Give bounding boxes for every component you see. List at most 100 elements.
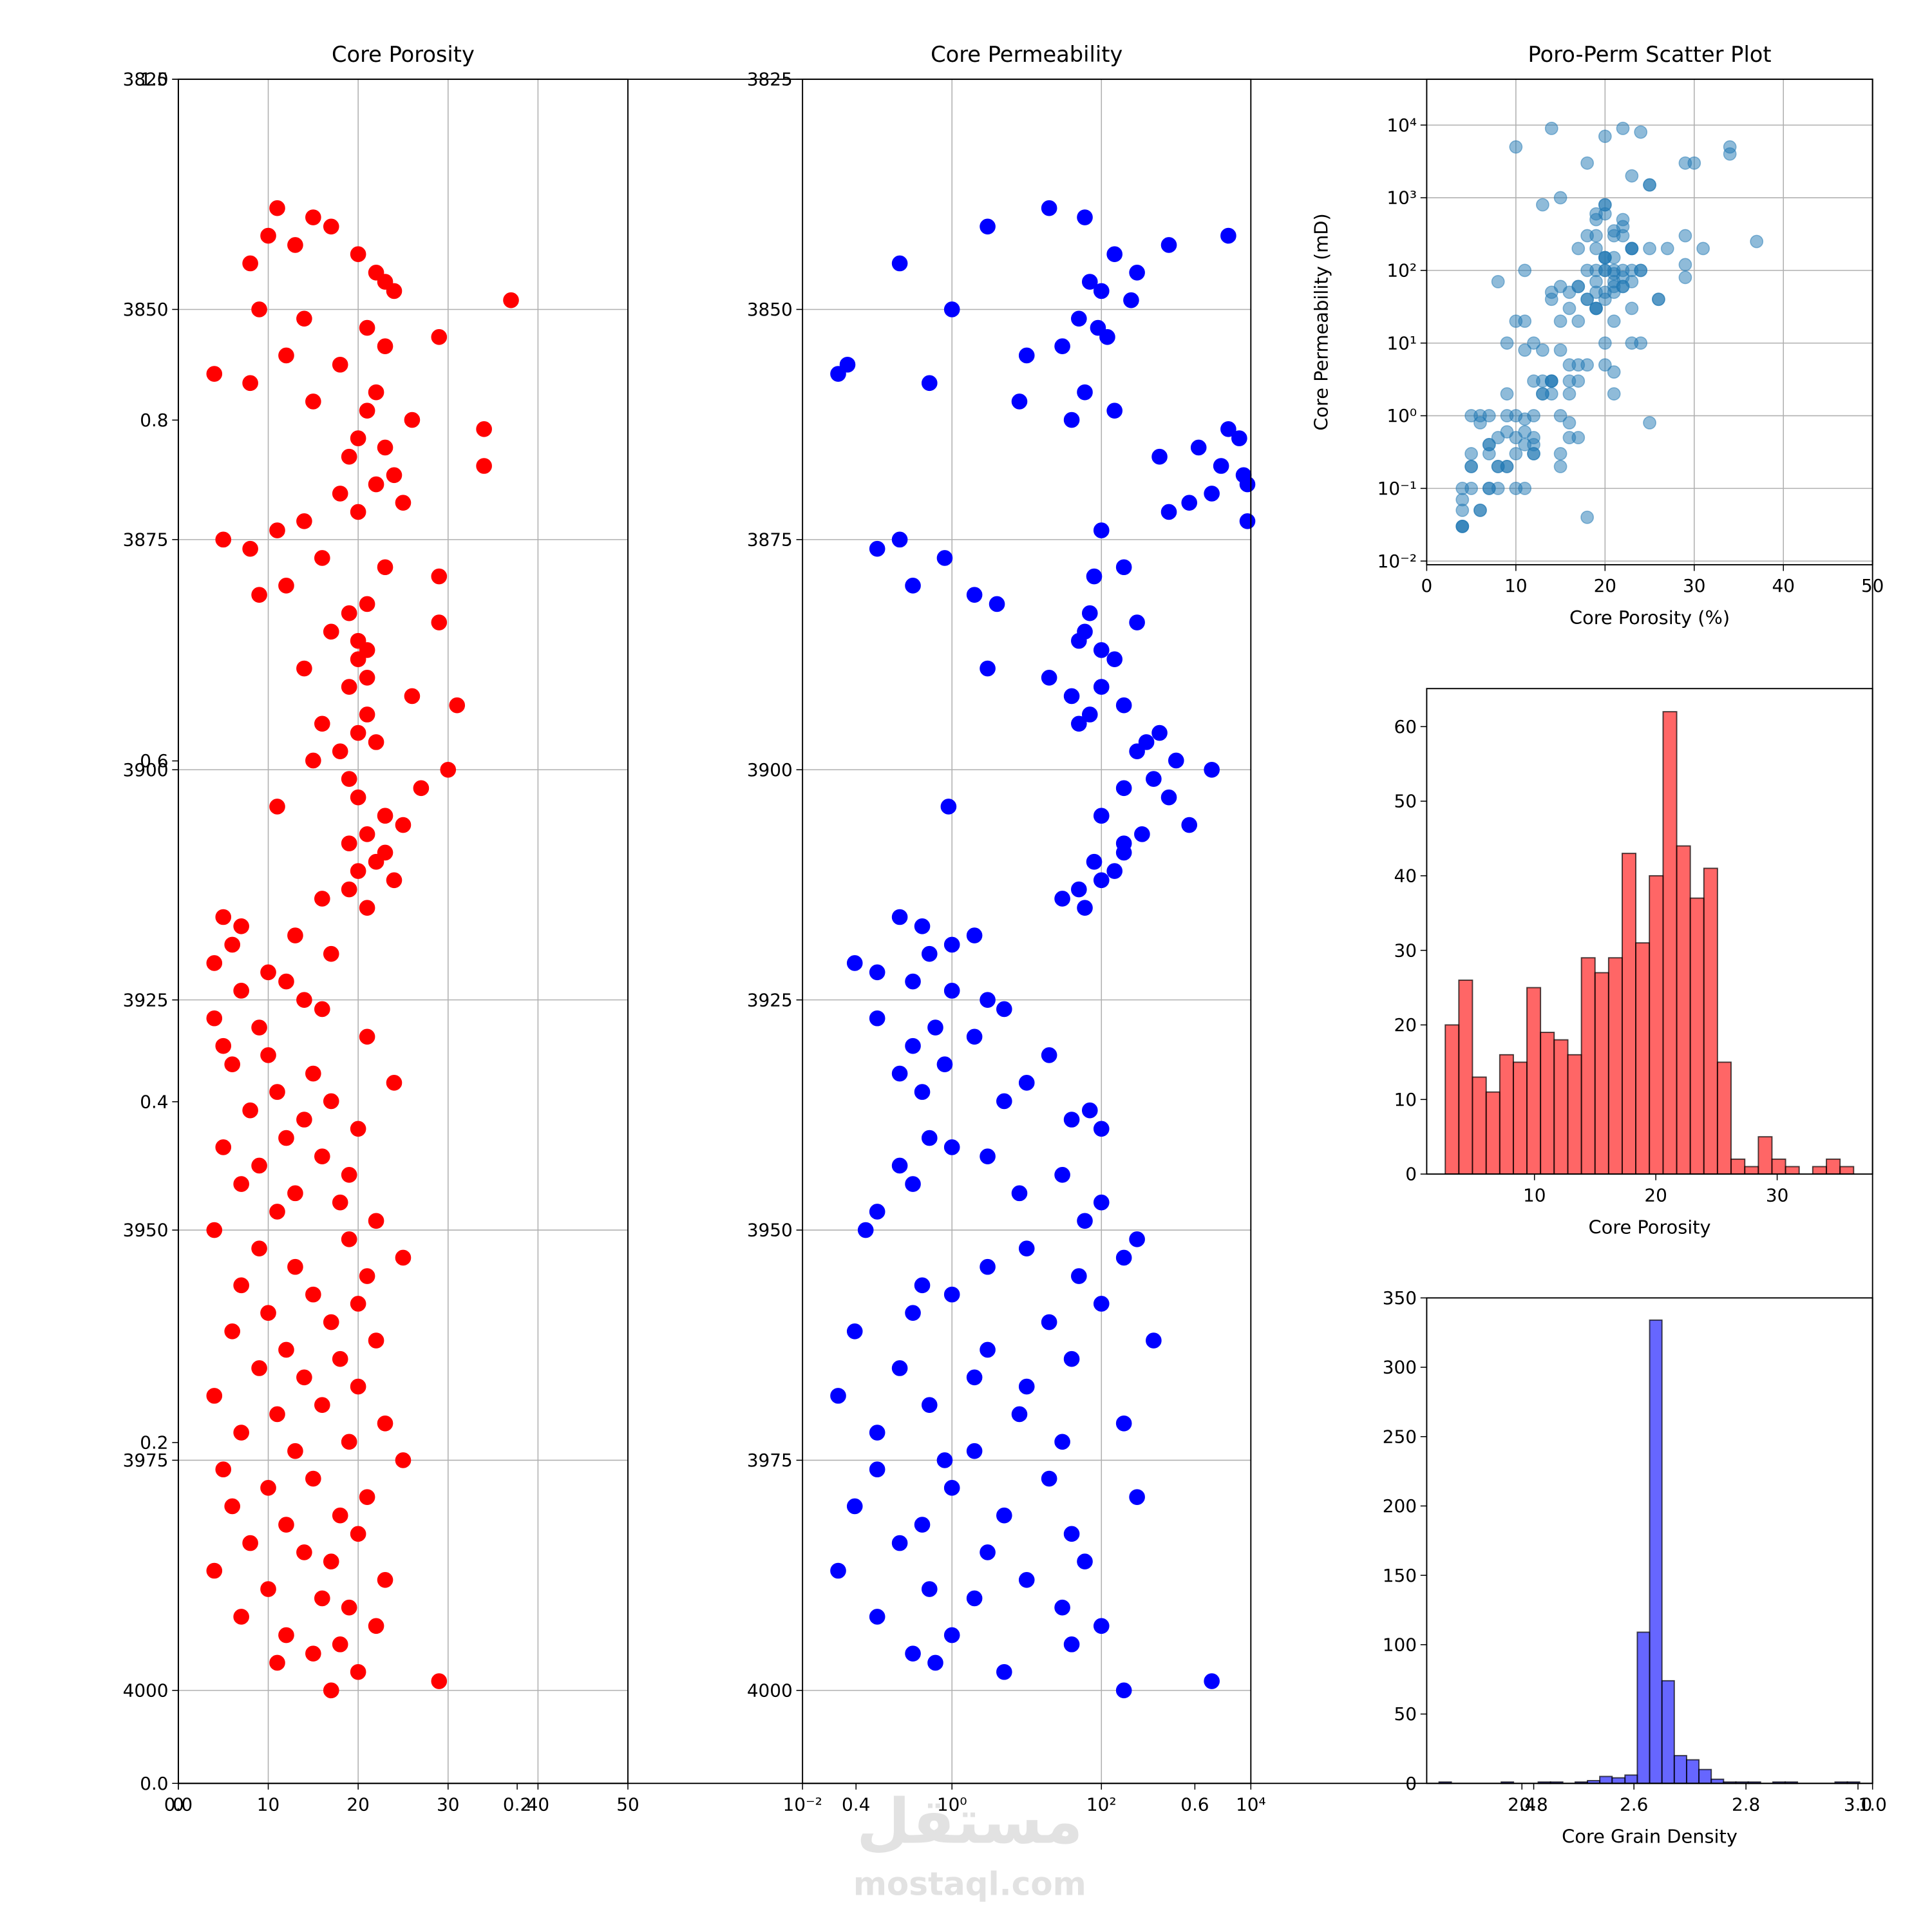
point (215, 1037, 232, 1054)
bar (1812, 1166, 1828, 1175)
point (1625, 169, 1639, 183)
bar (1444, 1024, 1460, 1175)
point (1482, 409, 1496, 422)
point (359, 826, 375, 842)
point (846, 955, 863, 971)
point (260, 1047, 276, 1063)
x-tick-label: 0.4 (842, 1794, 870, 1815)
point (1204, 486, 1220, 502)
point (296, 310, 312, 327)
bar (1785, 1166, 1800, 1175)
point (1643, 242, 1656, 256)
point (269, 1654, 285, 1671)
point (891, 531, 908, 548)
point (1081, 1102, 1098, 1119)
point (1115, 844, 1132, 861)
point (260, 1480, 276, 1496)
point (251, 587, 267, 603)
point (377, 1571, 393, 1588)
point (1054, 1434, 1070, 1450)
x-tick-label: 10 (1523, 1184, 1546, 1206)
point (503, 292, 519, 308)
y-tick-label: 1.0 (140, 69, 168, 90)
point (287, 1258, 303, 1275)
bar (1635, 942, 1651, 1175)
point (1018, 1571, 1035, 1588)
point (305, 393, 321, 410)
point (305, 1470, 321, 1487)
point (305, 209, 321, 225)
point (1160, 789, 1177, 806)
x-axis-label: Core Porosity (%) (1569, 607, 1730, 629)
y-tick-label: 10² (1387, 260, 1417, 281)
point (1063, 1636, 1080, 1653)
point (278, 1130, 294, 1146)
point (1580, 510, 1594, 524)
point (936, 1056, 953, 1073)
point (1723, 147, 1737, 161)
point (1093, 1194, 1110, 1211)
bar (1540, 1032, 1555, 1175)
point (1616, 263, 1630, 278)
point (1063, 412, 1080, 428)
point (1146, 771, 1162, 787)
point (1093, 1296, 1110, 1312)
point (1625, 301, 1639, 316)
point (350, 504, 366, 520)
point (206, 955, 223, 971)
point (260, 227, 276, 244)
point (1473, 503, 1487, 517)
y-tick-label: 3925 (123, 989, 169, 1010)
point (1041, 669, 1057, 686)
point (1607, 365, 1621, 379)
point (1181, 495, 1198, 511)
point (404, 412, 421, 428)
point (269, 799, 285, 815)
point (1204, 761, 1220, 778)
point (966, 1443, 983, 1459)
point (914, 918, 931, 934)
point (966, 1590, 983, 1607)
point (1580, 156, 1594, 170)
point (905, 578, 921, 594)
bar (1703, 867, 1718, 1175)
point (1054, 338, 1070, 354)
point (350, 651, 366, 668)
point (269, 1406, 285, 1423)
point (996, 1001, 1012, 1018)
point (206, 1562, 223, 1579)
point (431, 1673, 448, 1689)
point (269, 1204, 285, 1220)
point (1589, 285, 1603, 299)
point (386, 283, 402, 299)
point (1464, 481, 1478, 495)
point (1500, 336, 1514, 350)
y-tick-label: 250 (1383, 1426, 1417, 1447)
point (1607, 387, 1621, 401)
bar (1685, 1759, 1700, 1785)
point (233, 1176, 249, 1192)
point (1535, 387, 1549, 401)
point (341, 835, 357, 851)
point (1634, 125, 1648, 139)
point (206, 366, 223, 382)
point (323, 1553, 339, 1570)
point (1160, 237, 1177, 253)
point (1106, 863, 1122, 879)
point (395, 495, 412, 511)
point (1081, 605, 1098, 621)
point (966, 587, 983, 603)
point (1571, 314, 1586, 328)
point (1660, 242, 1674, 256)
point (269, 1084, 285, 1100)
point (921, 1397, 938, 1413)
point (233, 1609, 249, 1625)
point (296, 1112, 312, 1128)
point (1571, 279, 1586, 294)
x-tick-label: 10 (1504, 575, 1527, 596)
point (440, 761, 457, 778)
point (1455, 493, 1470, 507)
y-tick-label: 3875 (747, 529, 793, 550)
point (869, 1609, 886, 1625)
bar (1839, 1166, 1855, 1175)
